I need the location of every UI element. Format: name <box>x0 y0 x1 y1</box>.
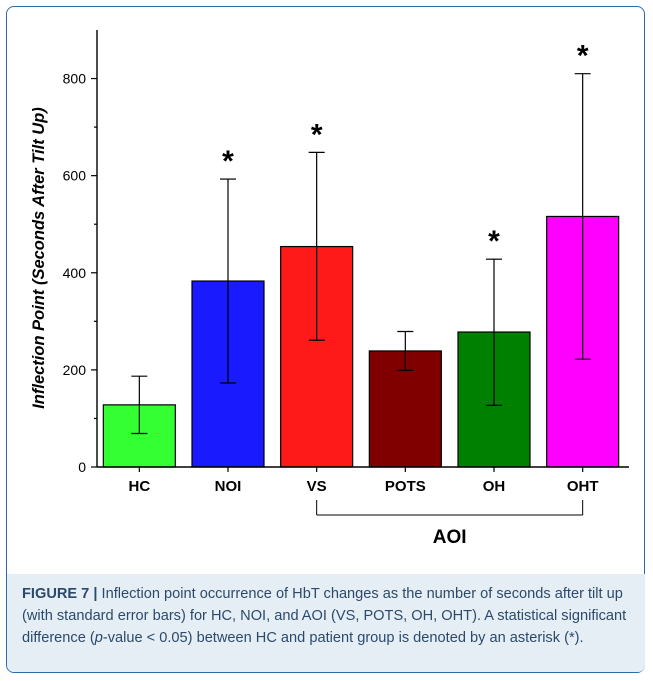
error-bar-oht <box>574 73 591 360</box>
x-tick-label-oh: OH <box>483 478 506 495</box>
x-tick-label-oht: OHT <box>567 478 599 495</box>
error-bar-pots <box>397 330 414 371</box>
caption-separator: | <box>93 586 98 602</box>
significance-star-vs: * <box>311 118 323 151</box>
figure-caption: FIGURE 7 | Inflection point occurrence o… <box>22 583 632 649</box>
error-bar-vs <box>308 151 325 341</box>
caption-text-2: -value < 0.05) between HC and patient gr… <box>102 630 584 646</box>
error-bar-oh <box>486 258 502 406</box>
caption-text-1: Inflection point occurrence of HbT chang… <box>22 586 627 646</box>
y-tick-label: 0 <box>78 459 86 475</box>
caption-p-italic: p <box>94 630 103 646</box>
bar-chart: * * * * 0 200 400 600 800 HC NOI VS POTS OH OHT AOI I… <box>30 30 629 548</box>
x-tick-label-vs: VS <box>307 478 327 495</box>
x-tick-label-pots: POTS <box>385 478 426 495</box>
y-tick-label: 600 <box>63 168 87 184</box>
y-tick-label: 400 <box>63 265 87 281</box>
group-bracket: AOI <box>316 500 584 548</box>
significance-star-oh: * <box>488 225 500 258</box>
caption-background <box>7 574 645 672</box>
error-bar-hc <box>131 375 148 435</box>
figure-frame <box>6 6 645 673</box>
y-tick-label: 800 <box>63 71 87 87</box>
x-tick-label-noi: NOI <box>215 478 242 495</box>
y-axis-title: Inflection Point (Seconds After Tilt Up) <box>30 107 48 409</box>
figure-label: FIGURE 7 <box>22 586 90 602</box>
y-tick-label: 200 <box>63 362 87 378</box>
error-bar-noi <box>220 178 236 384</box>
group-bracket-label: AOI <box>433 527 467 548</box>
x-tick-label-hc: HC <box>128 478 150 495</box>
significance-star-noi: * <box>222 145 234 178</box>
significance-star-oht: * <box>577 40 589 73</box>
